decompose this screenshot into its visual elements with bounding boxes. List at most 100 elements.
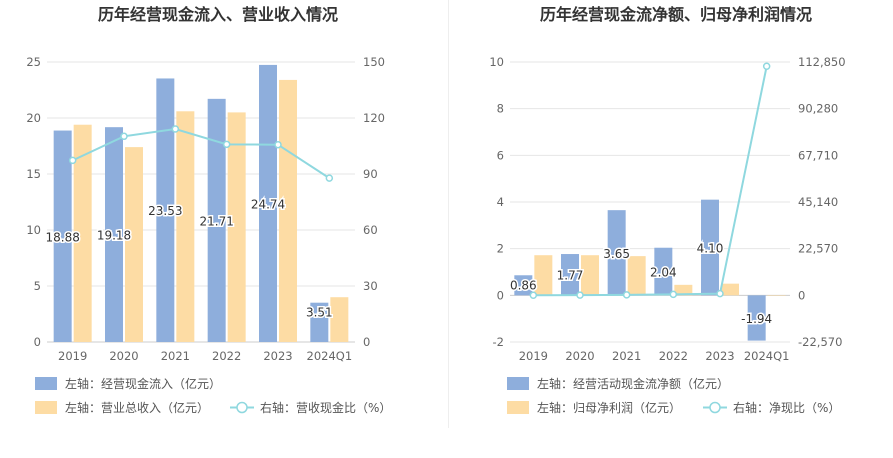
data-label: 4.10 — [697, 242, 724, 256]
bar-secondary — [534, 255, 553, 296]
y-left-tick-label: 25 — [26, 55, 41, 69]
line-point — [762, 62, 771, 70]
y-left-tick-label: 0 — [34, 335, 41, 349]
data-label: 18.88 — [45, 230, 79, 244]
legend-label: 左轴：经营活动现金流净额（亿元） — [537, 376, 729, 391]
legend-swatch — [507, 377, 529, 390]
data-label: 21.71 — [199, 214, 233, 228]
bar-secondary — [627, 256, 646, 296]
line-point — [669, 290, 678, 299]
chart-2: 历年经营现金流净额、归母净利润情况 -2 0 2 4 6 8 10 -22,570 0 22,570… — [489, 5, 845, 415]
bar-primary — [259, 64, 277, 343]
y-left-tick-label: 10 — [26, 223, 41, 237]
line-point — [222, 140, 231, 149]
data-label: 3.65 — [603, 247, 630, 261]
y-left-tick-label: 10 — [489, 55, 504, 69]
y-left-tick-label: 4 — [497, 195, 504, 209]
legend-label: 右轴：营收现金比（%） — [260, 400, 391, 415]
y-right-tick-label: -22,570 — [798, 335, 842, 349]
y-right-tick-label: 60 — [363, 223, 378, 237]
chart-title: 历年经营现金流净额、归母净利润情况 — [540, 5, 812, 24]
x-tick-label: 2023 — [263, 349, 292, 363]
y-left-tick-label: 20 — [26, 111, 41, 125]
bar-primary — [156, 78, 175, 343]
x-tick-label: 2022 — [659, 349, 688, 363]
x-tick-label: 2021 — [161, 349, 190, 363]
y-left-tick-label: 2 — [497, 242, 504, 256]
y-left-tick-label: 15 — [26, 167, 41, 181]
bar-primary — [561, 254, 579, 296]
y-right-tick-label: 90 — [363, 167, 378, 181]
y-left-tick-label: 8 — [497, 102, 504, 116]
line-point — [274, 140, 282, 149]
legend-marker — [236, 401, 248, 414]
data-label: 23.53 — [148, 204, 182, 218]
line-point — [68, 156, 77, 165]
bar-secondary — [330, 297, 349, 342]
line-point — [576, 291, 584, 299]
legend-swatch — [507, 401, 529, 414]
y-right-tick-label: 150 — [363, 55, 385, 69]
line-point — [325, 174, 334, 182]
data-label: 24.74 — [251, 197, 285, 211]
bar-secondary — [73, 124, 92, 342]
legend-swatch — [35, 401, 57, 414]
chart-title: 历年经营现金流入、营业收入情况 — [98, 5, 338, 24]
y-right-tick-label: 67,710 — [798, 148, 838, 162]
line-point — [622, 291, 631, 299]
x-tick-label: 2019 — [519, 349, 548, 363]
line-point — [171, 125, 180, 133]
x-tick-label: 2019 — [58, 349, 87, 363]
bar-primary — [701, 199, 719, 296]
data-label: 1.77 — [557, 269, 584, 283]
bar-secondary — [227, 112, 246, 343]
bar-primary — [310, 302, 329, 342]
series-line — [533, 66, 768, 297]
y-left-tick-label: -2 — [493, 335, 504, 349]
bar-secondary — [176, 111, 195, 342]
line-point — [529, 291, 538, 299]
y-left-tick-label: 5 — [34, 279, 41, 293]
data-label: 3.51 — [306, 306, 333, 320]
line-point — [716, 289, 724, 298]
x-tick-label: 2021 — [612, 349, 641, 363]
y-right-tick-label: 0 — [798, 288, 805, 302]
y-left-tick-label: 0 — [497, 288, 504, 302]
bar-secondary — [767, 295, 786, 296]
legend-swatch — [35, 377, 57, 390]
chart-1: 历年经营现金流入、营业收入情况 0 5 10 15 20 25 0 30 60 90 120 150 20… — [26, 5, 391, 415]
legend-label: 左轴：经营现金流入（亿元） — [65, 376, 221, 391]
x-tick-label: 2022 — [212, 349, 241, 363]
legend-label: 左轴：营业总收入（亿元） — [65, 400, 209, 415]
bar-secondary — [721, 283, 739, 296]
y-right-tick-label: 120 — [363, 111, 385, 125]
x-tick-label: 2024Q1 — [744, 349, 790, 363]
x-tick-label: 2020 — [109, 349, 138, 363]
y-right-tick-label: 22,570 — [798, 242, 838, 256]
legend-label: 右轴：净现比（%） — [733, 400, 840, 415]
bar-primary — [53, 130, 72, 342]
y-right-tick-label: 112,850 — [798, 55, 846, 69]
bar-primary — [654, 247, 673, 296]
bar-secondary — [279, 79, 297, 343]
bar-primary — [207, 98, 226, 343]
x-tick-label: 2023 — [705, 349, 734, 363]
bar-primary — [747, 295, 766, 341]
data-label: -1.94 — [741, 312, 772, 326]
x-tick-label: 2020 — [565, 349, 594, 363]
y-right-tick-label: 0 — [363, 335, 370, 349]
data-label: 2.04 — [650, 266, 677, 280]
series-line — [72, 127, 330, 179]
legend-marker — [709, 401, 721, 414]
y-right-tick-label: 90,280 — [798, 102, 838, 116]
data-label: 19.18 — [97, 229, 131, 243]
line-point — [120, 132, 128, 141]
bar-secondary — [125, 147, 143, 342]
data-label: 0.86 — [510, 278, 537, 292]
y-right-tick-label: 45,140 — [798, 195, 838, 209]
x-tick-label: 2024Q1 — [307, 349, 353, 363]
legend-label: 左轴：归母净利润（亿元） — [537, 400, 681, 415]
y-right-tick-label: 30 — [363, 279, 378, 293]
